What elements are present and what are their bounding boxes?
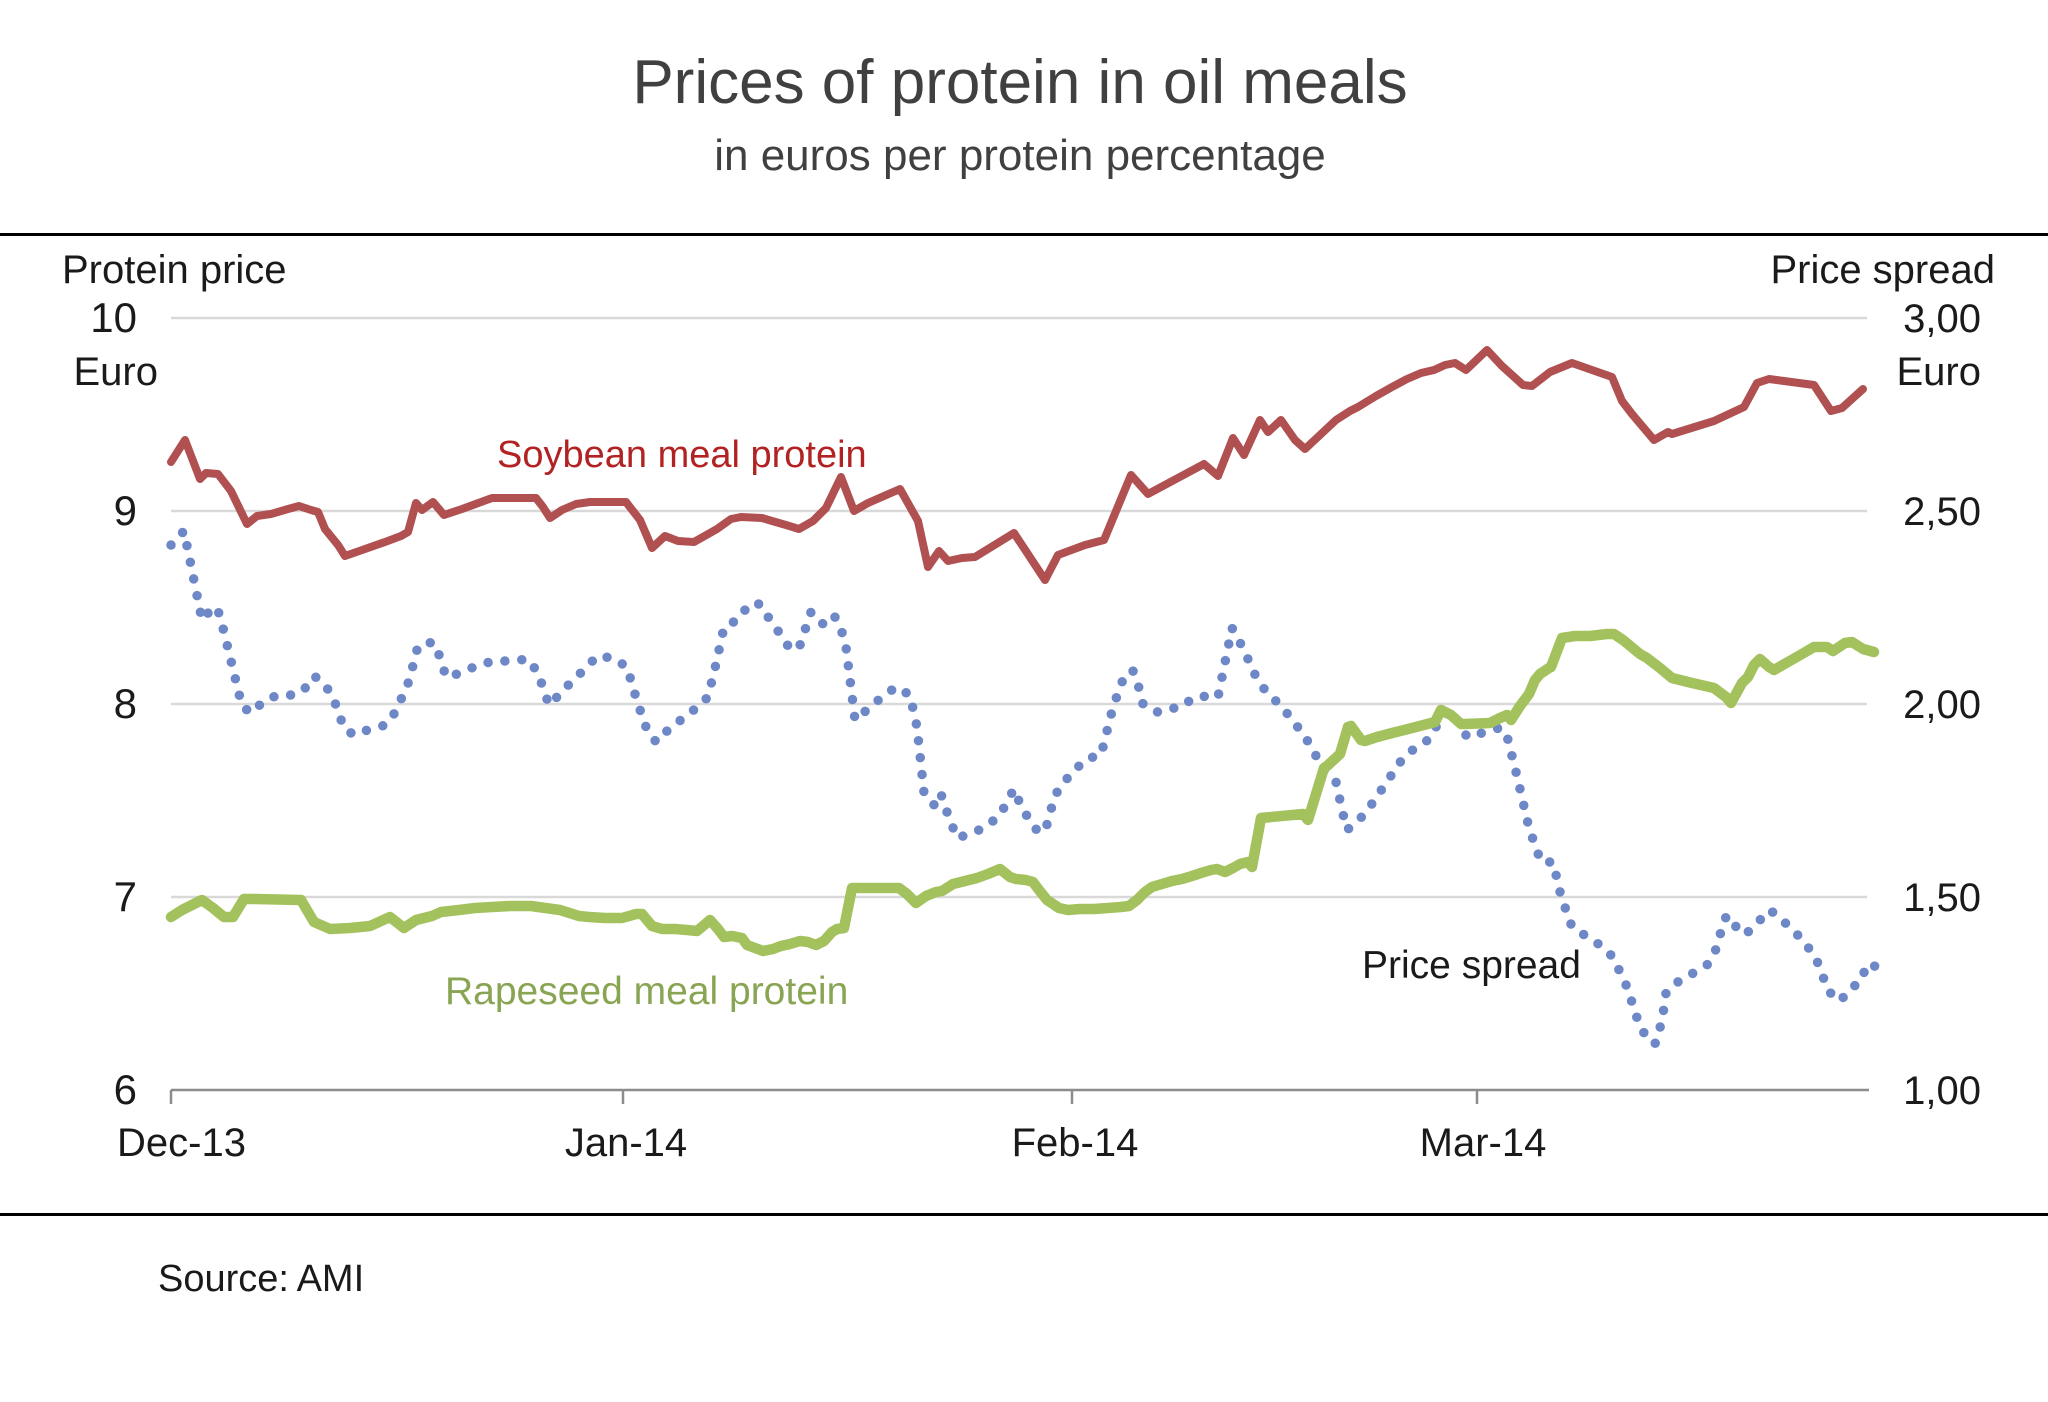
svg-text:1,00: 1,00 <box>1903 1069 1981 1113</box>
svg-text:Feb-14: Feb-14 <box>1012 1121 1139 1165</box>
svg-text:Mar-14: Mar-14 <box>1420 1121 1547 1165</box>
svg-text:in euros per protein percentag: in euros per protein percentage <box>714 131 1326 180</box>
svg-text:2,50: 2,50 <box>1903 490 1981 534</box>
svg-text:8: 8 <box>114 680 137 727</box>
svg-text:9: 9 <box>114 487 137 534</box>
svg-text:Source: AMI: Source: AMI <box>158 1258 364 1300</box>
svg-text:Protein price: Protein price <box>62 248 287 292</box>
svg-text:Rapeseed meal protein: Rapeseed meal protein <box>445 970 848 1013</box>
svg-text:10: 10 <box>90 294 137 341</box>
svg-text:6: 6 <box>114 1066 137 1113</box>
svg-text:Euro: Euro <box>74 350 159 394</box>
svg-text:7: 7 <box>114 873 137 920</box>
svg-text:Euro: Euro <box>1897 350 1982 394</box>
svg-text:3,00: 3,00 <box>1903 297 1981 341</box>
svg-text:Dec-13: Dec-13 <box>117 1121 246 1165</box>
svg-text:2,00: 2,00 <box>1903 683 1981 727</box>
svg-text:Prices of protein in oil meals: Prices of protein in oil meals <box>632 48 1407 117</box>
svg-text:Price spread: Price spread <box>1770 248 1995 292</box>
svg-text:Jan-14: Jan-14 <box>565 1121 687 1165</box>
svg-text:Soybean meal protein: Soybean meal protein <box>497 434 867 476</box>
svg-text:1,50: 1,50 <box>1903 876 1981 920</box>
svg-text:Price spread: Price spread <box>1362 944 1581 987</box>
